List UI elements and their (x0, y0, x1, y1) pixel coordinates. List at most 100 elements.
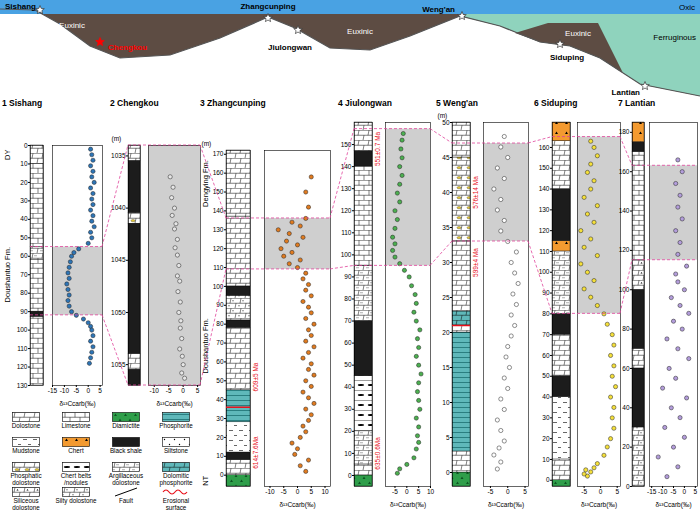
svg-text:δ¹³Ccarb(‰): δ¹³Ccarb(‰) (488, 501, 524, 509)
svg-text:140: 140 (341, 163, 352, 170)
svg-text:50: 50 (20, 234, 28, 241)
svg-text:60: 60 (344, 339, 352, 346)
svg-text:0: 0 (86, 387, 90, 394)
svg-text:110: 110 (341, 229, 352, 236)
svg-text:576±14 Ma: 576±14 Ma (472, 176, 479, 209)
svg-text:60: 60 (622, 365, 630, 372)
svg-text:40: 40 (216, 396, 224, 403)
svg-text:50: 50 (216, 377, 224, 384)
svg-text:80: 80 (20, 289, 28, 296)
svg-text:15: 15 (442, 364, 450, 371)
svg-text:160: 160 (213, 169, 224, 176)
svg-text:5: 5 (417, 488, 421, 495)
svg-text:160: 160 (539, 144, 550, 151)
svg-text:130: 130 (341, 185, 352, 192)
svg-text:30: 30 (344, 405, 352, 412)
svg-text:10: 10 (442, 399, 450, 406)
svg-text:5: 5 (523, 488, 527, 495)
svg-text:-10: -10 (150, 387, 160, 394)
svg-text:Euxinic: Euxinic (565, 29, 591, 38)
svg-text:10: 10 (344, 449, 352, 456)
svg-text:110: 110 (539, 248, 550, 255)
svg-text:Zhangcunping: Zhangcunping (240, 2, 295, 11)
svg-text:-10: -10 (265, 488, 275, 495)
svg-text:70: 70 (542, 331, 550, 338)
svg-text:(m): (m) (112, 135, 122, 143)
svg-text:Doushantuo Fm.: Doushantuo Fm. (3, 247, 12, 302)
svg-text:130: 130 (17, 382, 28, 389)
svg-text:-5: -5 (671, 488, 677, 495)
svg-text:160: 160 (619, 168, 630, 175)
svg-text:50: 50 (442, 119, 450, 126)
svg-text:150: 150 (341, 141, 352, 148)
svg-text:Sishang: Sishang (5, 2, 36, 11)
svg-text:Jiulongwan: Jiulongwan (268, 43, 312, 52)
svg-text:40: 40 (542, 393, 550, 400)
svg-text:635±0.6Ma: 635±0.6Ma (374, 437, 381, 470)
svg-text:140: 140 (539, 185, 550, 192)
svg-text:0: 0 (24, 142, 28, 149)
svg-text:80: 80 (344, 295, 352, 302)
svg-text:1055: 1055 (111, 361, 126, 368)
svg-text:-5: -5 (392, 488, 398, 495)
svg-text:10: 10 (321, 488, 329, 495)
svg-text:120: 120 (539, 227, 550, 234)
svg-text:80: 80 (622, 325, 630, 332)
svg-text:30: 30 (20, 197, 28, 204)
svg-text:20: 20 (344, 427, 352, 434)
svg-text:0: 0 (220, 471, 224, 478)
svg-text:5: 5 (694, 488, 698, 495)
svg-text:110: 110 (213, 264, 224, 271)
svg-text:δ¹³Ccarb(‰): δ¹³Ccarb(‰) (59, 400, 95, 408)
svg-text:90: 90 (344, 273, 352, 280)
svg-text:551±0.7 Ma: 551±0.7 Ma (374, 131, 381, 166)
svg-text:-5: -5 (581, 488, 587, 495)
svg-text:δ¹³Ccarb(‰): δ¹³Ccarb(‰) (390, 501, 426, 509)
svg-text:599±4 Ma: 599±4 Ma (472, 248, 479, 277)
svg-text:100: 100 (619, 286, 630, 293)
svg-text:Dengying Fm.: Dengying Fm. (201, 160, 210, 207)
svg-text:120: 120 (17, 363, 28, 370)
svg-text:140: 140 (213, 207, 224, 214)
svg-text:40: 40 (442, 189, 450, 196)
svg-text:Euxinic: Euxinic (59, 21, 85, 30)
svg-text:45: 45 (442, 154, 450, 161)
svg-text:180: 180 (619, 128, 630, 135)
svg-text:100: 100 (17, 326, 28, 333)
svg-text:0: 0 (683, 488, 687, 495)
svg-text:100: 100 (341, 251, 352, 258)
svg-text:130: 130 (539, 206, 550, 213)
svg-text:5: 5 (309, 488, 313, 495)
svg-text:δ¹³Ccarb(‰): δ¹³Ccarb(‰) (279, 501, 315, 509)
svg-text:Chengkou: Chengkou (108, 43, 147, 52)
svg-text:δ¹³Ccarb(‰): δ¹³Ccarb(‰) (655, 501, 691, 509)
svg-text:0: 0 (296, 488, 300, 495)
svg-text:30: 30 (542, 414, 550, 421)
svg-text:(m): (m) (438, 112, 448, 120)
svg-text:1050: 1050 (111, 309, 126, 316)
svg-text:-5: -5 (281, 488, 287, 495)
svg-text:110: 110 (17, 345, 28, 352)
svg-text:1035: 1035 (111, 152, 126, 159)
svg-text:120: 120 (619, 246, 630, 253)
svg-text:20: 20 (542, 435, 550, 442)
svg-text:120: 120 (213, 245, 224, 252)
svg-text:Lantian: Lantian (612, 88, 641, 97)
svg-text:5: 5 (196, 387, 200, 394)
svg-text:150: 150 (213, 188, 224, 195)
svg-text:(m): (m) (202, 140, 212, 148)
svg-text:5: 5 (446, 434, 450, 441)
svg-text:50: 50 (344, 361, 352, 368)
svg-text:100: 100 (539, 268, 550, 275)
svg-text:90: 90 (542, 289, 550, 296)
svg-text:609±5 Ma: 609±5 Ma (252, 362, 259, 391)
svg-text:70: 70 (20, 271, 28, 278)
svg-text:-5: -5 (166, 387, 172, 394)
svg-text:-10: -10 (60, 387, 70, 394)
svg-text:90: 90 (20, 308, 28, 315)
svg-text:20: 20 (622, 443, 630, 450)
svg-text:δ¹³Ccarb(‰): δ¹³Ccarb(‰) (156, 400, 192, 408)
svg-text:-15: -15 (647, 488, 657, 495)
svg-text:Siduping: Siduping (550, 53, 584, 62)
svg-text:-5: -5 (73, 387, 79, 394)
